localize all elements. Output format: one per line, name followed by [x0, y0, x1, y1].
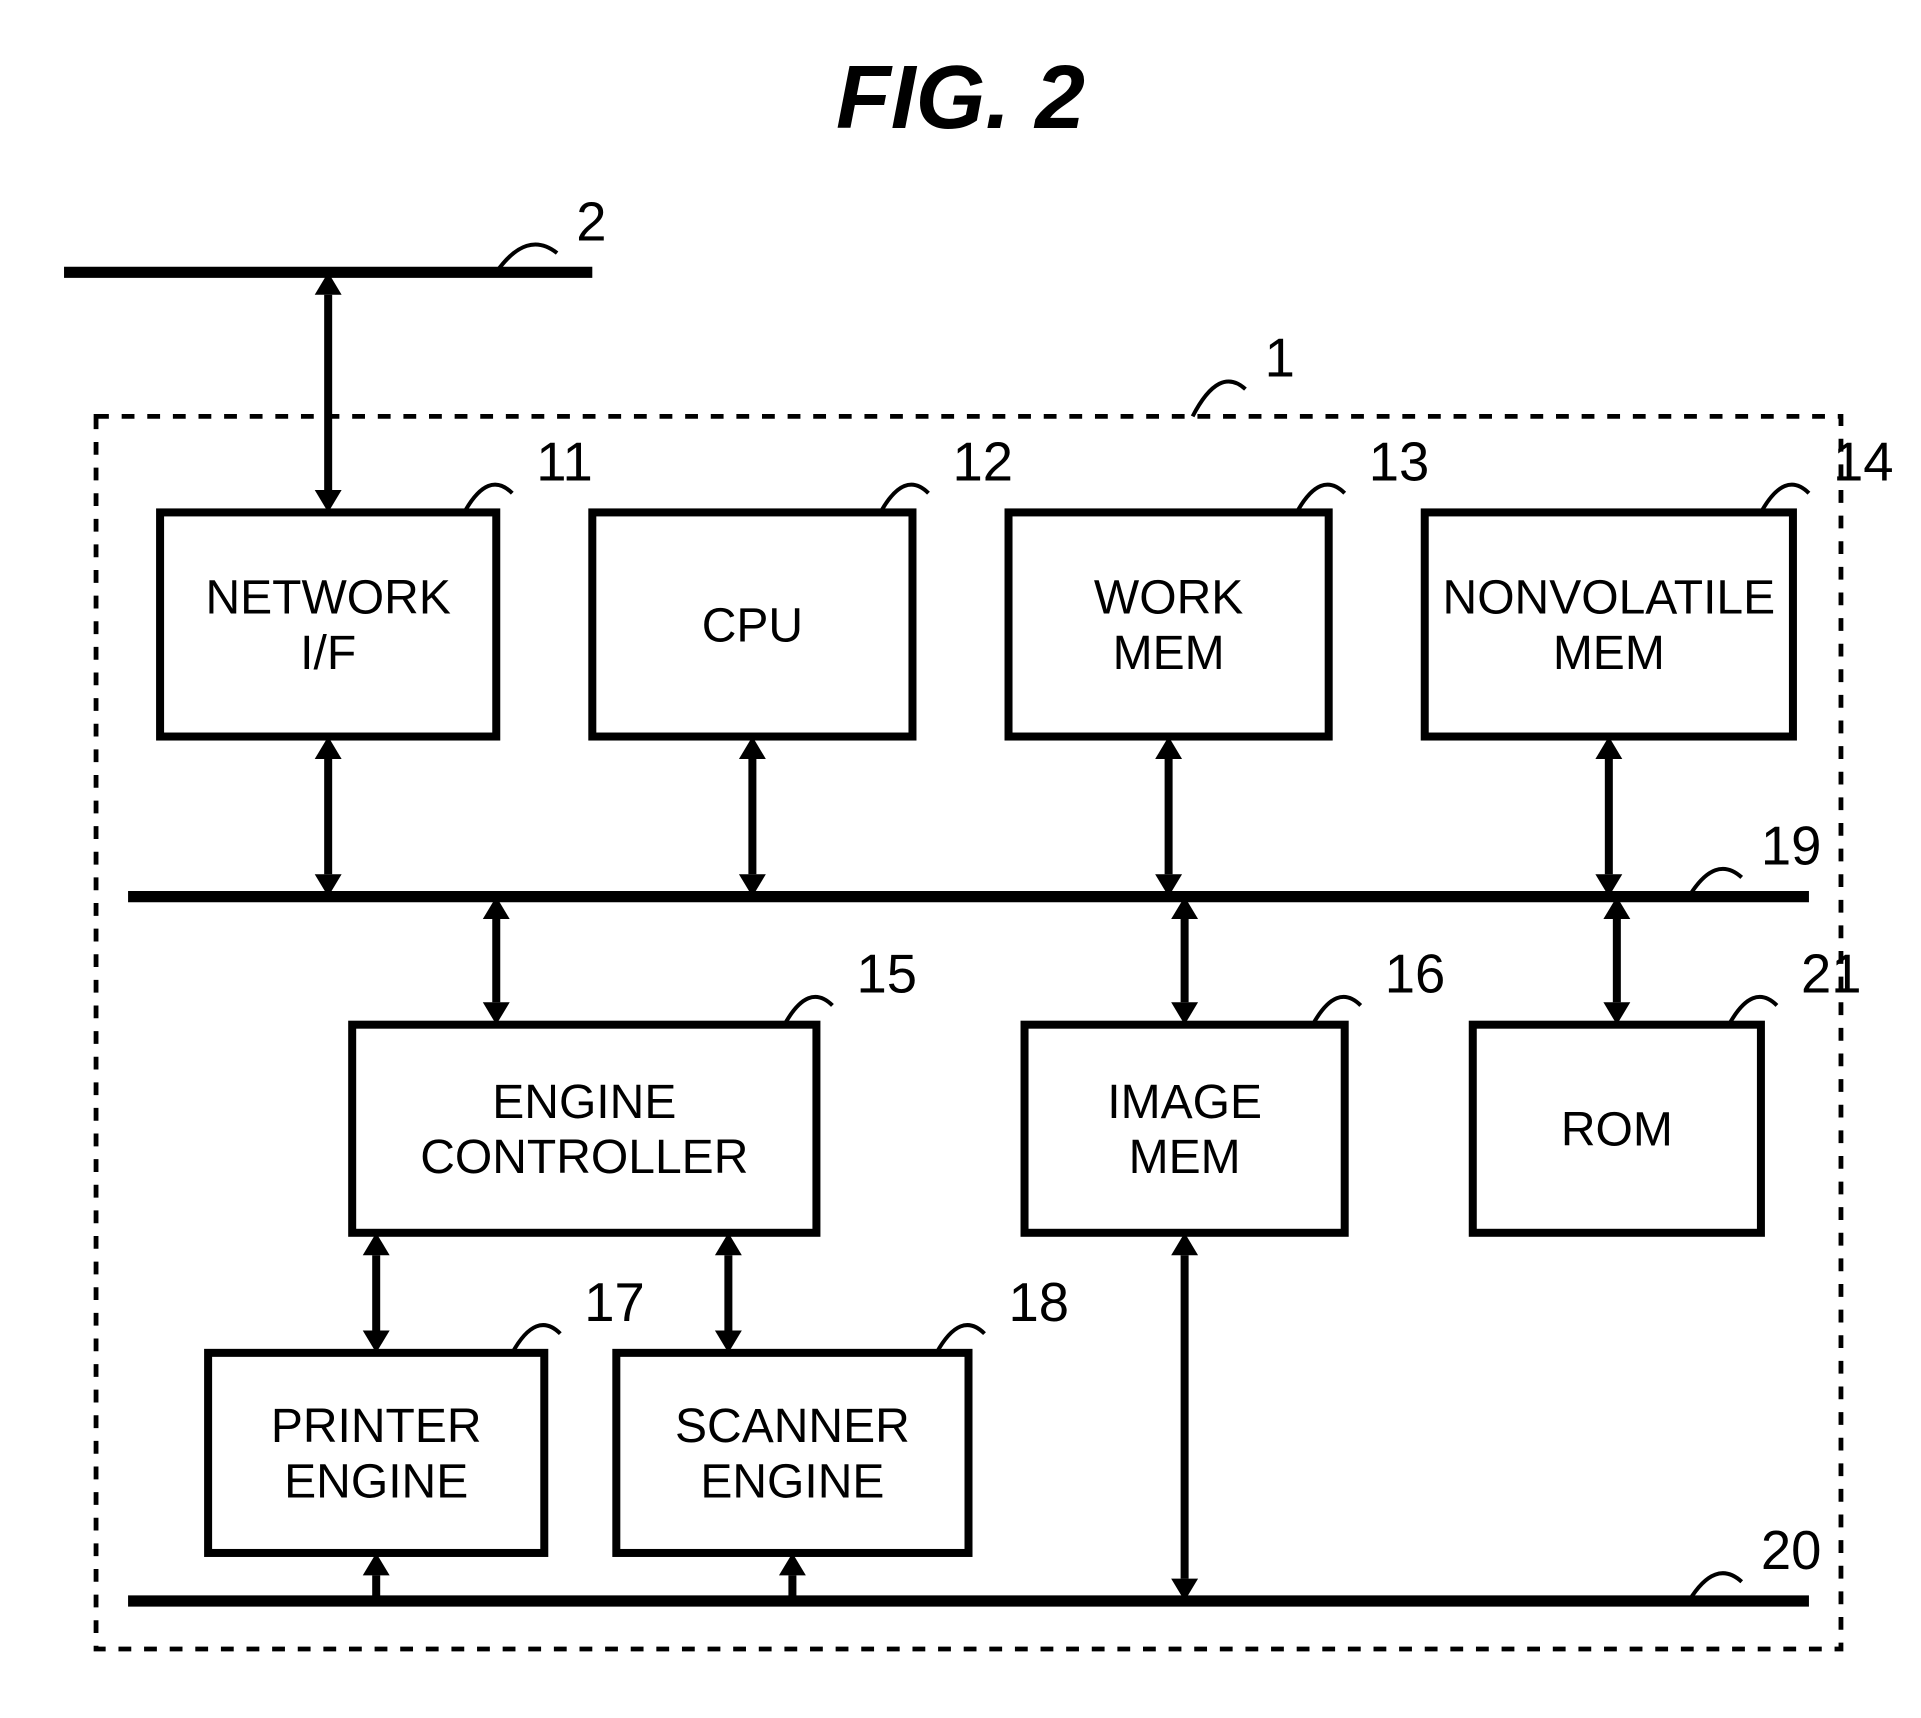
block-work-mem: WORKMEM: [1009, 512, 1329, 736]
ref-17: 17: [584, 1272, 645, 1333]
ref-2: 2: [576, 191, 606, 252]
ref-16: 16: [1385, 944, 1446, 1005]
block-scanner-engine-label-0: SCANNER: [675, 1400, 910, 1453]
block-engine-controller-label-0: ENGINE: [492, 1076, 676, 1129]
block-rom: ROM: [1473, 1025, 1761, 1233]
block-image-mem-label-0: IMAGE: [1107, 1076, 1262, 1129]
block-work-mem-label-0: WORK: [1094, 572, 1243, 625]
block-cpu: CPU: [592, 512, 912, 736]
block-printer-engine: PRINTERENGINE: [208, 1353, 544, 1553]
block-network-if: NETWORKI/F: [160, 512, 496, 736]
ref-13: 13: [1369, 431, 1430, 492]
ref-20: 20: [1761, 1520, 1822, 1581]
block-scanner-engine-label-1: ENGINE: [700, 1455, 884, 1508]
block-nonvolatile-mem-label-1: MEM: [1553, 627, 1665, 680]
ref-1: 1: [1265, 327, 1295, 388]
block-cpu-label-0: CPU: [702, 599, 803, 652]
ref-14: 14: [1833, 431, 1894, 492]
ref-15: 15: [856, 944, 917, 1005]
ref-11: 11: [536, 431, 592, 492]
ref-21: 21: [1801, 944, 1862, 1005]
block-network-if-label-0: NETWORK: [205, 572, 450, 625]
ref-12: 12: [952, 431, 1013, 492]
block-engine-controller: ENGINECONTROLLER: [352, 1025, 816, 1233]
block-engine-controller-label-1: CONTROLLER: [420, 1131, 748, 1184]
ref-18: 18: [1009, 1272, 1070, 1333]
block-work-mem-label-1: MEM: [1113, 627, 1225, 680]
ref-19: 19: [1761, 816, 1822, 877]
figure-title: FIG. 2: [836, 47, 1085, 147]
block-image-mem: IMAGEMEM: [1025, 1025, 1345, 1233]
block-nonvolatile-mem: NONVOLATILEMEM: [1425, 512, 1793, 736]
block-printer-engine-label-0: PRINTER: [271, 1400, 482, 1453]
block-rom-label-0: ROM: [1561, 1104, 1673, 1157]
block-network-if-label-1: I/F: [300, 627, 356, 680]
block-scanner-engine: SCANNERENGINE: [616, 1353, 968, 1553]
block-printer-engine-label-1: ENGINE: [284, 1455, 468, 1508]
block-nonvolatile-mem-label-0: NONVOLATILE: [1443, 572, 1776, 625]
block-image-mem-label-1: MEM: [1129, 1131, 1241, 1184]
